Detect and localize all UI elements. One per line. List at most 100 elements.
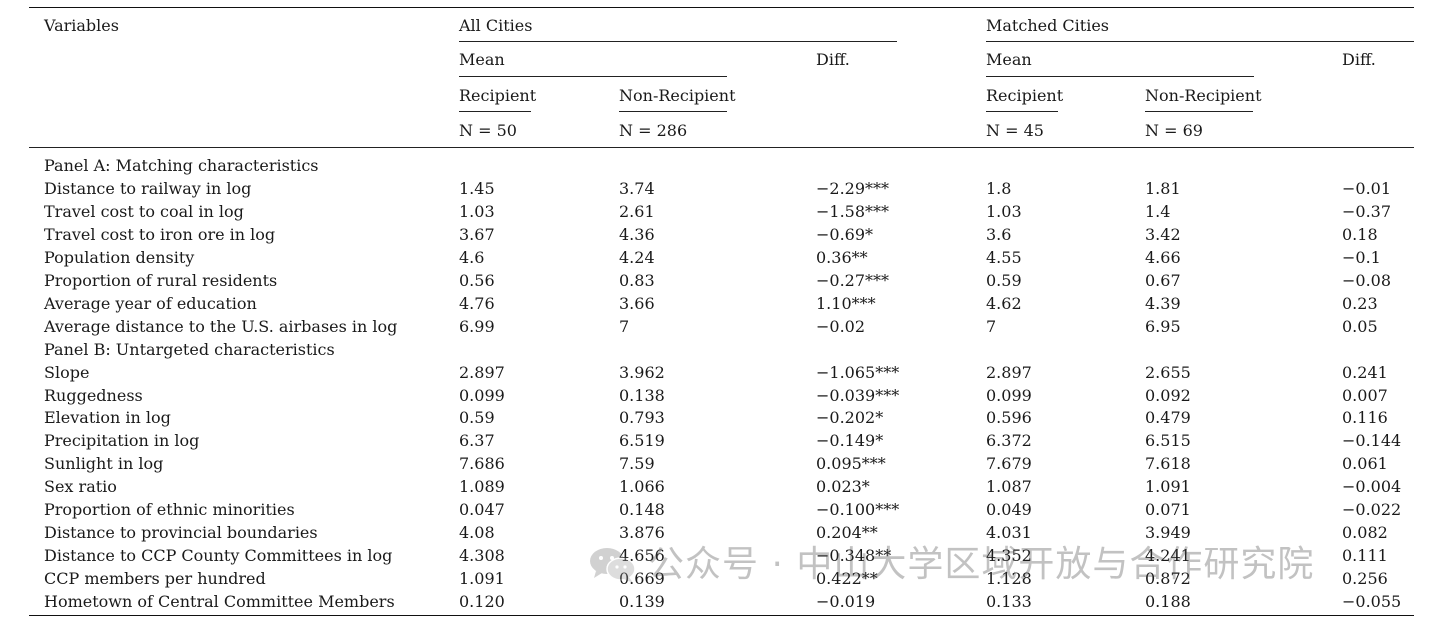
all-recipient-n: N = 50 [459, 121, 517, 140]
row-label: Proportion of rural residents [44, 270, 278, 290]
cell-matched-recipient: 3.6 [986, 224, 1012, 244]
row-label: Distance to railway in log [44, 178, 252, 198]
cell-matched-recipient: 4.55 [986, 247, 1022, 267]
cell-matched-recipient: 1.03 [986, 201, 1022, 221]
row-label: Population density [44, 247, 195, 267]
cell-matched-diff: 0.18 [1342, 224, 1378, 244]
cell-matched-recipient: 1.128 [986, 569, 1032, 589]
cell-matched-recipient: 0.049 [986, 500, 1032, 520]
cell-all-nonrecipient: 4.36 [619, 224, 655, 244]
matched-nonrecipient-header: Non-Recipient [1145, 86, 1262, 105]
row-label: Hometown of Central Committee Members [44, 592, 395, 612]
cell-matched-recipient: 1.087 [986, 477, 1032, 497]
cell-all-recipient: 1.091 [459, 569, 505, 589]
cell-matched-diff: 0.061 [1342, 454, 1388, 474]
row-label: Sunlight in log [44, 454, 164, 474]
row-label: Distance to CCP County Committees in log [44, 546, 393, 566]
cell-all-diff: 1.10*** [816, 293, 876, 313]
cell-all-diff: −1.065*** [816, 362, 900, 382]
cell-all-diff: −0.202* [816, 408, 884, 428]
cell-matched-diff: 0.116 [1342, 408, 1388, 428]
cell-matched-recipient: 0.099 [986, 385, 1032, 405]
cell-matched-recipient: 0.59 [986, 270, 1022, 290]
cell-matched-nonrecipient: 0.872 [1145, 569, 1191, 589]
cell-all-nonrecipient: 0.138 [619, 385, 665, 405]
cell-all-diff: −0.02 [816, 316, 866, 336]
cell-matched-diff: 0.05 [1342, 316, 1378, 336]
matched-recipient-rule [986, 111, 1058, 112]
cell-matched-recipient: 1.8 [986, 178, 1012, 198]
cell-all-recipient: 6.37 [459, 431, 495, 451]
cell-all-nonrecipient: 1.066 [619, 477, 665, 497]
matched-mean-header: Mean [986, 50, 1032, 69]
variables-header: Variables [44, 16, 119, 35]
cell-all-recipient: 0.099 [459, 385, 505, 405]
cell-all-diff: −0.27*** [816, 270, 890, 290]
cell-all-diff: 0.422** [816, 569, 878, 589]
matched-mean-rule [986, 76, 1254, 77]
cell-matched-nonrecipient: 6.515 [1145, 431, 1191, 451]
cell-all-diff: −0.149* [816, 431, 884, 451]
cell-all-recipient: 1.03 [459, 201, 495, 221]
cell-matched-recipient: 7 [986, 316, 997, 336]
cell-matched-recipient: 6.372 [986, 431, 1032, 451]
cell-all-nonrecipient: 0.148 [619, 500, 665, 520]
all-cities-header: All Cities [459, 16, 533, 35]
cell-all-diff: −2.29*** [816, 178, 890, 198]
top-rule [29, 7, 1414, 8]
matched-recipient-n: N = 45 [986, 121, 1044, 140]
cell-all-recipient: 0.59 [459, 408, 495, 428]
matched-nonrecipient-rule [1145, 111, 1253, 112]
row-label: Distance to provincial boundaries [44, 523, 318, 543]
cell-all-nonrecipient: 2.61 [619, 201, 655, 221]
cell-all-nonrecipient: 7.59 [619, 454, 655, 474]
cell-matched-recipient: 4.62 [986, 293, 1022, 313]
cell-matched-diff: −0.055 [1342, 592, 1402, 612]
cell-matched-nonrecipient: 7.618 [1145, 454, 1191, 474]
cell-all-recipient: 0.120 [459, 592, 505, 612]
cell-all-recipient: 2.897 [459, 362, 505, 382]
panel-heading: Panel A: Matching characteristics [44, 156, 319, 175]
cell-all-recipient: 1.089 [459, 477, 505, 497]
cell-all-diff: 0.023* [816, 477, 870, 497]
cell-matched-recipient: 2.897 [986, 362, 1032, 382]
all-recipient-rule [459, 111, 531, 112]
cell-matched-diff: −0.01 [1342, 178, 1392, 198]
cell-matched-diff: −0.1 [1342, 247, 1381, 267]
cell-all-diff: 0.095*** [816, 454, 886, 474]
cell-all-diff: −0.69* [816, 224, 874, 244]
cell-all-diff: −0.100*** [816, 500, 900, 520]
cell-all-recipient: 4.76 [459, 293, 495, 313]
cell-all-diff: 0.204** [816, 523, 878, 543]
cell-matched-diff: 0.111 [1342, 546, 1388, 566]
matched-recipient-header: Recipient [986, 86, 1064, 105]
cell-all-recipient: 3.67 [459, 224, 495, 244]
row-label: Travel cost to iron ore in log [44, 224, 276, 244]
row-label: Ruggedness [44, 385, 143, 405]
cell-all-nonrecipient: 0.139 [619, 592, 665, 612]
cell-matched-diff: 0.256 [1342, 569, 1388, 589]
cell-matched-nonrecipient: 1.091 [1145, 477, 1191, 497]
cell-matched-diff: 0.007 [1342, 385, 1388, 405]
cell-all-diff: 0.36** [816, 247, 868, 267]
cell-all-recipient: 4.6 [459, 247, 485, 267]
cell-matched-nonrecipient: 0.479 [1145, 408, 1191, 428]
cell-all-recipient: 7.686 [459, 454, 505, 474]
cell-all-diff: −0.019 [816, 592, 876, 612]
matched-cities-rule [986, 41, 1414, 42]
all-nonrecipient-n: N = 286 [619, 121, 688, 140]
cell-matched-nonrecipient: 3.42 [1145, 224, 1181, 244]
cell-matched-diff: −0.004 [1342, 477, 1402, 497]
panel-heading: Panel B: Untargeted characteristics [44, 339, 335, 359]
all-nonrecipient-header: Non-Recipient [619, 86, 736, 105]
cell-all-recipient: 1.45 [459, 178, 495, 198]
cell-matched-nonrecipient: 1.81 [1145, 178, 1181, 198]
all-mean-header: Mean [459, 50, 505, 69]
cell-all-recipient: 0.047 [459, 500, 505, 520]
all-recipient-header: Recipient [459, 86, 537, 105]
cell-all-diff: −0.039*** [816, 385, 900, 405]
cell-matched-nonrecipient: 4.66 [1145, 247, 1181, 267]
row-label: Elevation in log [44, 408, 171, 428]
cell-matched-nonrecipient: 0.188 [1145, 592, 1191, 612]
